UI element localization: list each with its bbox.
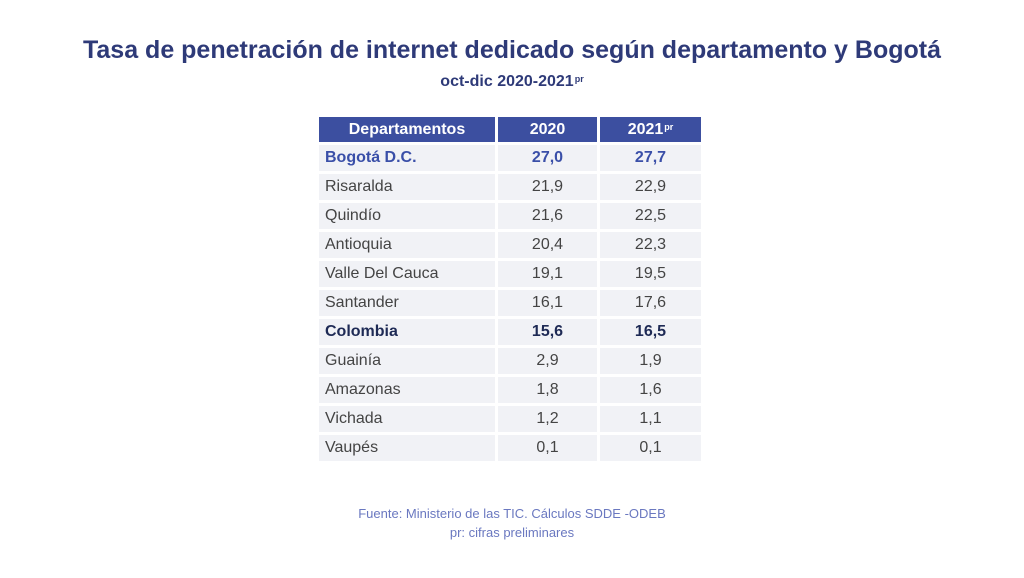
cell-departamento: Vichada [319, 406, 495, 432]
cell-2020: 1,8 [498, 377, 597, 403]
table-body: Bogotá D.C. 27,0 27,7 Risaralda 21,9 22,9 Quin… [319, 145, 701, 461]
cell-2020: 19,1 [498, 261, 597, 287]
cell-2021: 1,6 [600, 377, 701, 403]
cell-departamento: Colombia [319, 319, 495, 345]
cell-departamento: Amazonas [319, 377, 495, 403]
cell-2020: 27,0 [498, 145, 597, 171]
cell-2021: 22,5 [600, 203, 701, 229]
table-row: Vaupés 0,1 0,1 [319, 435, 701, 461]
table-row: Bogotá D.C. 27,0 27,7 [319, 145, 701, 171]
table-row: Colombia 15,6 16,5 [319, 319, 701, 345]
table-row: Amazonas 1,8 1,6 [319, 377, 701, 403]
table-row: Valle Del Cauca 19,1 19,5 [319, 261, 701, 287]
cell-departamento: Valle Del Cauca [319, 261, 495, 287]
cell-2021: 19,5 [600, 261, 701, 287]
cell-departamento: Antioquia [319, 232, 495, 258]
preliminary-note: pr: cifras preliminares [449, 525, 575, 540]
table-row: Risaralda 21,9 22,9 [319, 174, 701, 200]
cell-2021: 0,1 [600, 435, 701, 461]
table-row: Antioquia 20,4 22,3 [319, 232, 701, 258]
table-row: Guainía 2,9 1,9 [319, 348, 701, 374]
cell-departamento: Santander [319, 290, 495, 316]
chart-subtitle: oct-dic 2020-2021pr [440, 73, 584, 90]
cell-2021: 22,3 [600, 232, 701, 258]
header-2021-superscript: pr [664, 121, 674, 132]
cell-departamento: Quindío [319, 203, 495, 229]
cell-2021: 22,9 [600, 174, 701, 200]
cell-2021: 17,6 [600, 290, 701, 316]
cell-departamento: Vaupés [319, 435, 495, 461]
chart-title: Tasa de penetración de internet dedicado… [82, 36, 942, 64]
header-departamentos: Departamentos [319, 117, 495, 142]
header-2021: 2021pr [600, 117, 701, 142]
cell-departamento: Risaralda [319, 174, 495, 200]
cell-departamento: Bogotá D.C. [319, 145, 495, 171]
table-row: Santander 16,1 17,6 [319, 290, 701, 316]
cell-2021: 1,9 [600, 348, 701, 374]
subtitle-superscript: pr [574, 74, 584, 84]
cell-2020: 20,4 [498, 232, 597, 258]
table-row: Quindío 21,6 22,5 [319, 203, 701, 229]
cell-2020: 1,2 [498, 406, 597, 432]
cell-2021: 1,1 [600, 406, 701, 432]
cell-2020: 21,9 [498, 174, 597, 200]
table-header-row: Departamentos 2020 2021pr [319, 117, 701, 142]
source-note: Fuente: Ministerio de las TIC. Cálculos … [358, 506, 666, 521]
cell-2020: 0,1 [498, 435, 597, 461]
cell-2020: 2,9 [498, 348, 597, 374]
cell-2021: 16,5 [600, 319, 701, 345]
header-2020: 2020 [498, 117, 597, 142]
table-row: Vichada 1,2 1,1 [319, 406, 701, 432]
cell-2021: 27,7 [600, 145, 701, 171]
data-table: Departamentos 2020 2021pr Bogotá D.C. 27,… [316, 114, 704, 464]
cell-departamento: Guainía [319, 348, 495, 374]
cell-2020: 15,6 [498, 319, 597, 345]
cell-2020: 16,1 [498, 290, 597, 316]
cell-2020: 21,6 [498, 203, 597, 229]
